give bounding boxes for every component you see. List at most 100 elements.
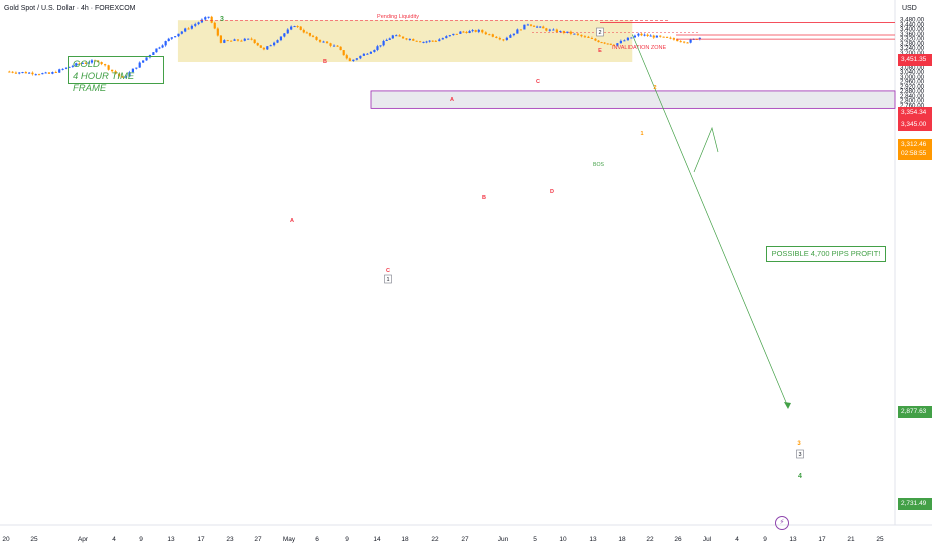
wave-label: B [482,195,486,201]
x-tick-label: 17 [818,536,826,543]
candle-body [177,33,180,37]
currency-label[interactable]: USD [902,5,917,12]
x-tick-label: 25 [30,536,38,543]
x-tick-label: 4 [735,536,739,543]
candle-body [373,49,376,52]
candle-body [672,38,675,40]
candle-body [167,38,170,42]
candle-body [24,72,27,74]
candle-body [256,43,259,46]
candle-body [532,25,536,27]
candle-body [587,36,590,38]
projection-arrow [631,34,789,408]
price-tag-target-top: 2,877.63 [898,406,932,418]
candle-body [391,35,394,39]
candle-body [580,34,583,37]
candle-body [138,62,141,68]
candle-body [325,41,329,44]
x-tick-label: Jun [498,536,509,543]
candle-body [305,32,308,34]
candle-body [471,30,474,32]
candle-body [676,39,679,42]
candle-body [31,72,34,75]
candle-body [359,55,362,59]
candle-body [216,28,219,36]
candle-body [369,51,372,54]
candle-body [652,35,655,38]
x-tick-label: 13 [589,536,597,543]
candle-body [21,72,24,74]
wave-label: E [598,48,602,54]
candle-body [448,35,451,37]
candle-body [348,58,351,62]
wave-label: 3 [797,441,801,447]
candle-body [213,22,216,29]
x-tick-label: 27 [461,536,469,543]
candle-body [170,37,173,39]
x-tick-label: 9 [345,536,349,543]
candle-body [382,40,385,46]
candle-body [355,58,358,60]
candle-body [204,17,207,20]
candle-body [498,37,501,40]
x-tick-label: 5 [533,536,537,543]
candle-body [545,28,548,31]
candle-body [659,35,662,37]
candle-body [104,64,107,66]
candle-body [329,43,332,46]
candle-body [665,36,669,38]
candle-body [523,24,526,30]
chart-title: Gold Spot / U.S. Dollar · 4h · FOREXCOM [4,5,136,12]
candle-body [583,36,587,38]
lightning-icon[interactable]: ⚡ [775,516,789,530]
candle-body [107,65,110,70]
candle-body [311,35,315,37]
candle-body [698,37,701,40]
boxed-label-frame [796,449,804,459]
candle-body [445,36,448,39]
bos-label: BOS [593,162,604,168]
candle-body [121,76,124,78]
candle-body [152,52,155,55]
candle-body [142,60,145,63]
candle-body [124,76,128,78]
x-tick-label: 20 [2,536,10,543]
candle-body [322,41,325,43]
candle-body [597,40,600,43]
boxed-label: 1 [386,277,389,283]
y-tick-label: 2,840.00 [900,93,925,100]
candle-body [401,36,405,39]
candle-body [273,42,276,46]
boxed-label-frame [384,274,392,284]
candle-body [512,33,515,36]
x-tick-label: 13 [789,536,797,543]
wave-label: B [323,59,327,65]
candle-body [283,33,286,37]
candle-body [379,45,382,47]
candle-body [75,63,78,66]
candle-body [299,26,302,30]
x-tick-label: 18 [401,536,409,543]
candle-body [455,33,458,35]
wave-label: 1 [640,131,643,137]
x-tick-label: 13 [167,536,175,543]
candle-body [609,43,612,45]
candle-body [145,57,148,61]
gold-timeframe-note: GOLD 4 HOUR TIME FRAME [68,56,164,94]
wave-label: C [386,268,390,274]
candle-body [428,40,431,42]
candle-body [219,35,222,43]
gold-label-line1: GOLD [73,59,100,70]
y-tick-label: 2,920.00 [900,83,925,90]
wave-label: A [290,218,294,224]
candle-body [662,36,665,38]
x-tick-label: 4 [112,536,116,543]
candle-body [459,31,462,34]
candle-body [441,38,444,40]
candle-body [519,29,522,31]
x-tick-label: 10 [559,536,567,543]
price-tag-resistance-2: 3,345.00 [898,119,932,131]
x-tick-label: Jul [703,536,712,543]
profit-note: POSSIBLE 4,700 PIPS PROFIT! [766,246,886,262]
